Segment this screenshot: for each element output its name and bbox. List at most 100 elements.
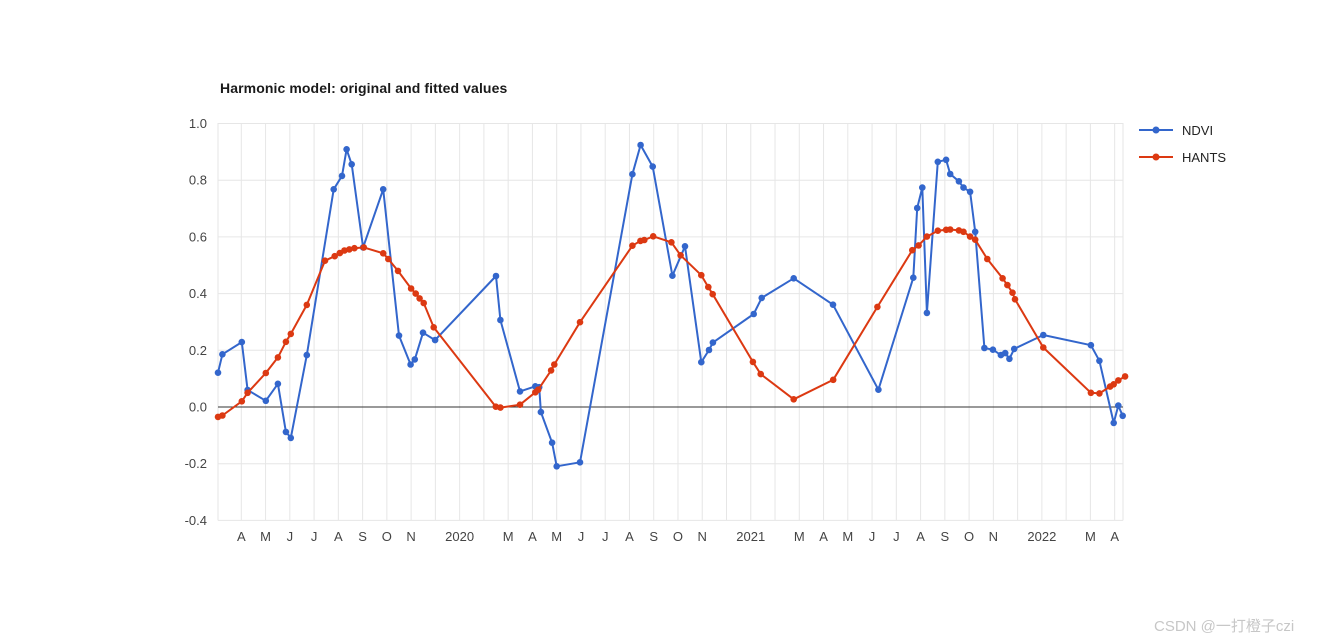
ndvi-point[interactable] <box>407 361 414 368</box>
hants-point[interactable] <box>709 290 716 298</box>
hants-point[interactable] <box>705 283 712 291</box>
ndvi-point[interactable] <box>303 351 311 359</box>
ndvi-point[interactable] <box>282 428 290 436</box>
hants-point[interactable] <box>1087 389 1095 397</box>
hants-point[interactable] <box>946 226 954 233</box>
ndvi-point[interactable] <box>629 170 636 178</box>
ndvi-point[interactable] <box>955 178 963 185</box>
ndvi-point[interactable] <box>942 156 950 164</box>
ndvi-point[interactable] <box>966 188 974 196</box>
ndvi-point[interactable] <box>338 172 346 180</box>
ndvi-point[interactable] <box>238 338 246 346</box>
ndvi-point[interactable] <box>705 346 713 354</box>
ndvi-point[interactable] <box>553 463 560 470</box>
ndvi-point[interactable] <box>343 146 350 153</box>
ndvi-point[interactable] <box>287 434 295 442</box>
hants-point[interactable] <box>303 301 311 309</box>
hants-point[interactable] <box>379 250 387 257</box>
hants-point[interactable] <box>534 386 542 394</box>
ndvi-point[interactable] <box>497 316 504 324</box>
hants-point[interactable] <box>282 338 290 346</box>
hants-point[interactable] <box>351 244 358 252</box>
ndvi-point[interactable] <box>910 274 917 282</box>
hants-point[interactable] <box>430 324 438 331</box>
hants-point[interactable] <box>1009 289 1016 297</box>
hants-point[interactable] <box>274 354 282 361</box>
hants-point[interactable] <box>1121 373 1129 380</box>
hants-point[interactable] <box>698 271 705 279</box>
hants-point[interactable] <box>420 299 428 307</box>
ndvi-point[interactable] <box>875 386 882 394</box>
ndvi-point[interactable] <box>219 351 226 358</box>
hants-point[interactable] <box>262 369 270 377</box>
ndvi-point[interactable] <box>750 310 757 318</box>
hants-point[interactable] <box>394 267 402 275</box>
hants-point[interactable] <box>909 246 916 254</box>
ndvi-point[interactable] <box>1087 341 1095 349</box>
hants-point[interactable] <box>1004 281 1011 289</box>
hants-point[interactable] <box>971 236 979 243</box>
ndvi-point[interactable] <box>330 186 338 193</box>
ndvi-point[interactable] <box>790 275 797 282</box>
hants-point[interactable] <box>385 255 392 263</box>
hants-point[interactable] <box>999 275 1006 282</box>
ndvi-point[interactable] <box>829 301 837 309</box>
hants-point[interactable] <box>1115 377 1122 384</box>
ndvi-point[interactable] <box>649 163 656 170</box>
ndvi-point[interactable] <box>1110 419 1117 427</box>
hants-point[interactable] <box>790 396 797 403</box>
ndvi-point[interactable] <box>492 272 500 280</box>
ndvi-point[interactable] <box>1006 355 1013 363</box>
hants-point[interactable] <box>934 227 942 234</box>
hants-point[interactable] <box>321 257 329 265</box>
hants-point[interactable] <box>966 233 974 240</box>
ndvi-point[interactable] <box>348 161 356 168</box>
hants-point[interactable] <box>516 401 524 409</box>
ndvi-point[interactable] <box>395 332 403 339</box>
ndvi-point[interactable] <box>1096 357 1103 365</box>
ndvi-point[interactable] <box>516 388 524 395</box>
hants-point[interactable] <box>915 242 922 249</box>
ndvi-point[interactable] <box>419 329 427 337</box>
ndvi-point[interactable] <box>669 272 676 280</box>
hants-point[interactable] <box>923 233 931 240</box>
hants-point[interactable] <box>668 239 675 246</box>
ndvi-point[interactable] <box>971 228 979 236</box>
ndvi-point[interactable] <box>214 369 222 377</box>
ndvi-point[interactable] <box>709 339 717 346</box>
hants-point[interactable] <box>551 361 558 368</box>
hants-point[interactable] <box>829 376 837 384</box>
hants-point[interactable] <box>1040 344 1047 351</box>
ndvi-point[interactable] <box>681 243 689 250</box>
hants-point[interactable] <box>407 285 415 292</box>
ndvi-point[interactable] <box>923 309 931 317</box>
ndvi-point[interactable] <box>934 158 942 166</box>
ndvi-point[interactable] <box>274 380 282 388</box>
ndvi-point[interactable] <box>637 141 644 149</box>
hants-point[interactable] <box>1110 381 1117 388</box>
ndvi-point[interactable] <box>913 204 921 212</box>
hants-point[interactable] <box>1096 390 1103 397</box>
ndvi-point[interactable] <box>262 397 270 405</box>
hants-point[interactable] <box>244 389 251 397</box>
ndvi-point[interactable] <box>379 186 387 193</box>
hants-point[interactable] <box>360 244 368 251</box>
ndvi-point[interactable] <box>537 408 545 416</box>
hants-point[interactable] <box>757 370 764 378</box>
ndvi-point[interactable] <box>576 459 584 466</box>
ndvi-point[interactable] <box>960 184 967 191</box>
hants-point[interactable] <box>874 303 881 311</box>
hants-point[interactable] <box>1011 296 1019 303</box>
hants-point[interactable] <box>641 236 648 244</box>
hants-point[interactable] <box>412 290 420 297</box>
ndvi-point[interactable] <box>1010 345 1018 353</box>
ndvi-point[interactable] <box>989 346 997 354</box>
hants-point[interactable] <box>331 252 339 260</box>
hants-point[interactable] <box>287 330 295 338</box>
hants-point[interactable] <box>346 246 353 253</box>
hants-point[interactable] <box>238 398 246 405</box>
hants-point[interactable] <box>219 412 226 419</box>
ndvi-point[interactable] <box>919 184 926 191</box>
hants-point[interactable] <box>416 295 423 302</box>
legend-item-hants[interactable]: HANTS <box>1139 146 1226 168</box>
